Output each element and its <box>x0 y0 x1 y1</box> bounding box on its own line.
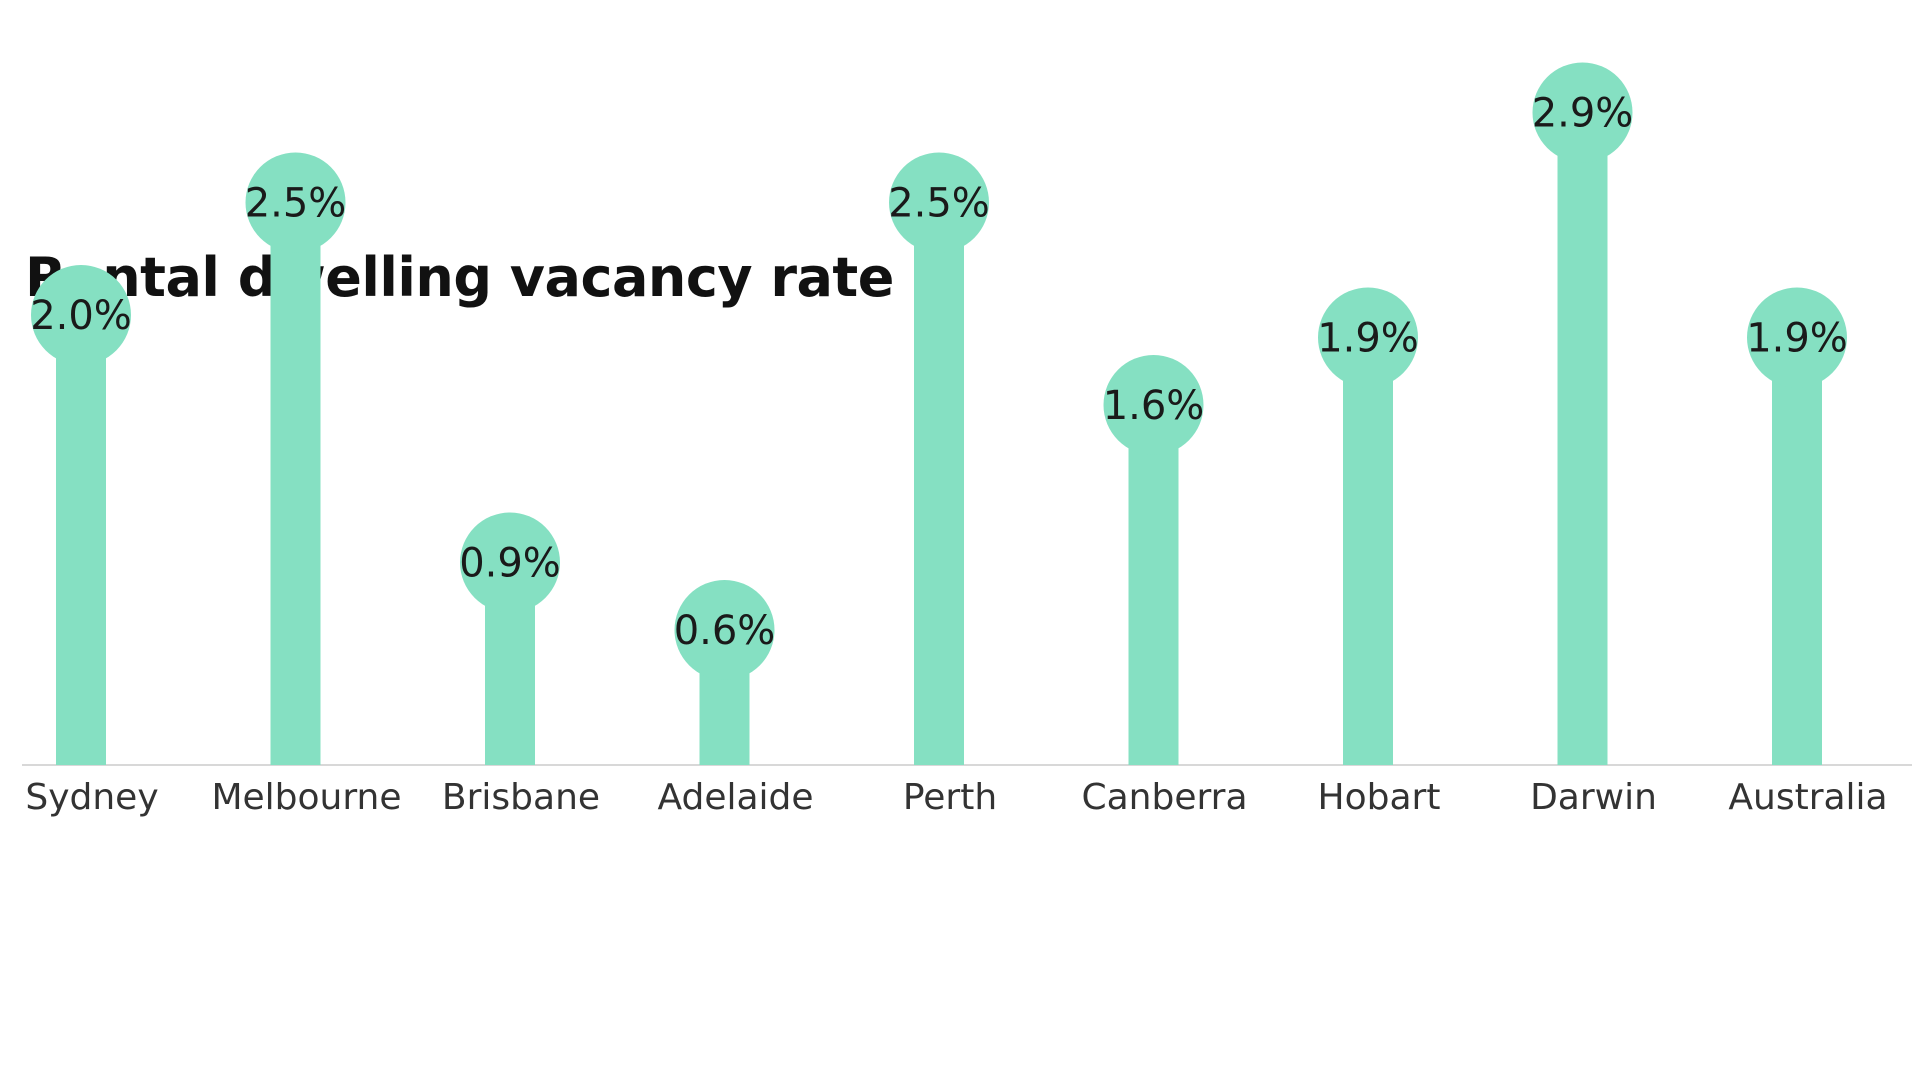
data-label: 0.9% <box>459 541 561 587</box>
data-label: 0.6% <box>674 608 776 654</box>
x-tick-label: Australia <box>1728 777 1887 818</box>
lollipop-hobart: 1.9% Hobart <box>1317 287 1441 818</box>
lollipop-darwin: 2.9% Darwin <box>1530 62 1657 818</box>
x-tick-label: Hobart <box>1318 777 1441 818</box>
lollipop-brisbane: 0.9% Brisbane <box>442 512 600 818</box>
data-label: 1.6% <box>1103 383 1205 429</box>
lollipop-canberra: 1.6% Canberra <box>1081 355 1248 818</box>
bar-head <box>674 580 775 680</box>
bar-head <box>1103 355 1204 455</box>
data-label: 2.5% <box>245 181 347 227</box>
bar-head <box>1318 287 1418 388</box>
data-label: 2.9% <box>1532 91 1634 137</box>
x-tick-label: Canberra <box>1081 777 1247 818</box>
x-tick-label: Perth <box>903 777 997 818</box>
lollipop-perth: 2.5% Perth <box>888 152 997 818</box>
bar-stem <box>1772 337 1822 765</box>
data-label: 1.9% <box>1317 316 1419 362</box>
bar-stem <box>1128 405 1179 765</box>
x-tick-label: Brisbane <box>442 777 600 818</box>
x-tick-label: Darwin <box>1530 777 1657 818</box>
x-tick-label: Melbourne <box>211 777 401 818</box>
bar-stem <box>270 202 321 765</box>
bar-stem <box>56 315 106 765</box>
x-tick-label: Adelaide <box>657 777 813 818</box>
chart-title: Rental dwelling vacancy rate <box>25 246 894 309</box>
bar-head <box>460 512 560 613</box>
bar-stem <box>1343 337 1393 765</box>
lollipop-melbourne: 2.5% Melbourne <box>211 152 402 818</box>
bar-head <box>1747 287 1847 388</box>
data-label: 2.0% <box>30 293 132 339</box>
lollipop-australia: 1.9% Australia <box>1728 287 1888 818</box>
bar-head <box>889 152 989 253</box>
bar-stem <box>1557 112 1608 765</box>
data-label: 1.9% <box>1746 316 1848 362</box>
bar-stem <box>914 202 964 765</box>
data-label: 2.5% <box>888 181 990 227</box>
bar-head <box>1532 62 1633 163</box>
lollipop-adelaide: 0.6% Adelaide <box>657 580 814 818</box>
bar-head <box>31 265 131 365</box>
bar-head <box>245 152 346 253</box>
lollipop-sydney: 2.0% Sydney <box>25 265 159 818</box>
x-tick-label: Sydney <box>25 777 158 818</box>
